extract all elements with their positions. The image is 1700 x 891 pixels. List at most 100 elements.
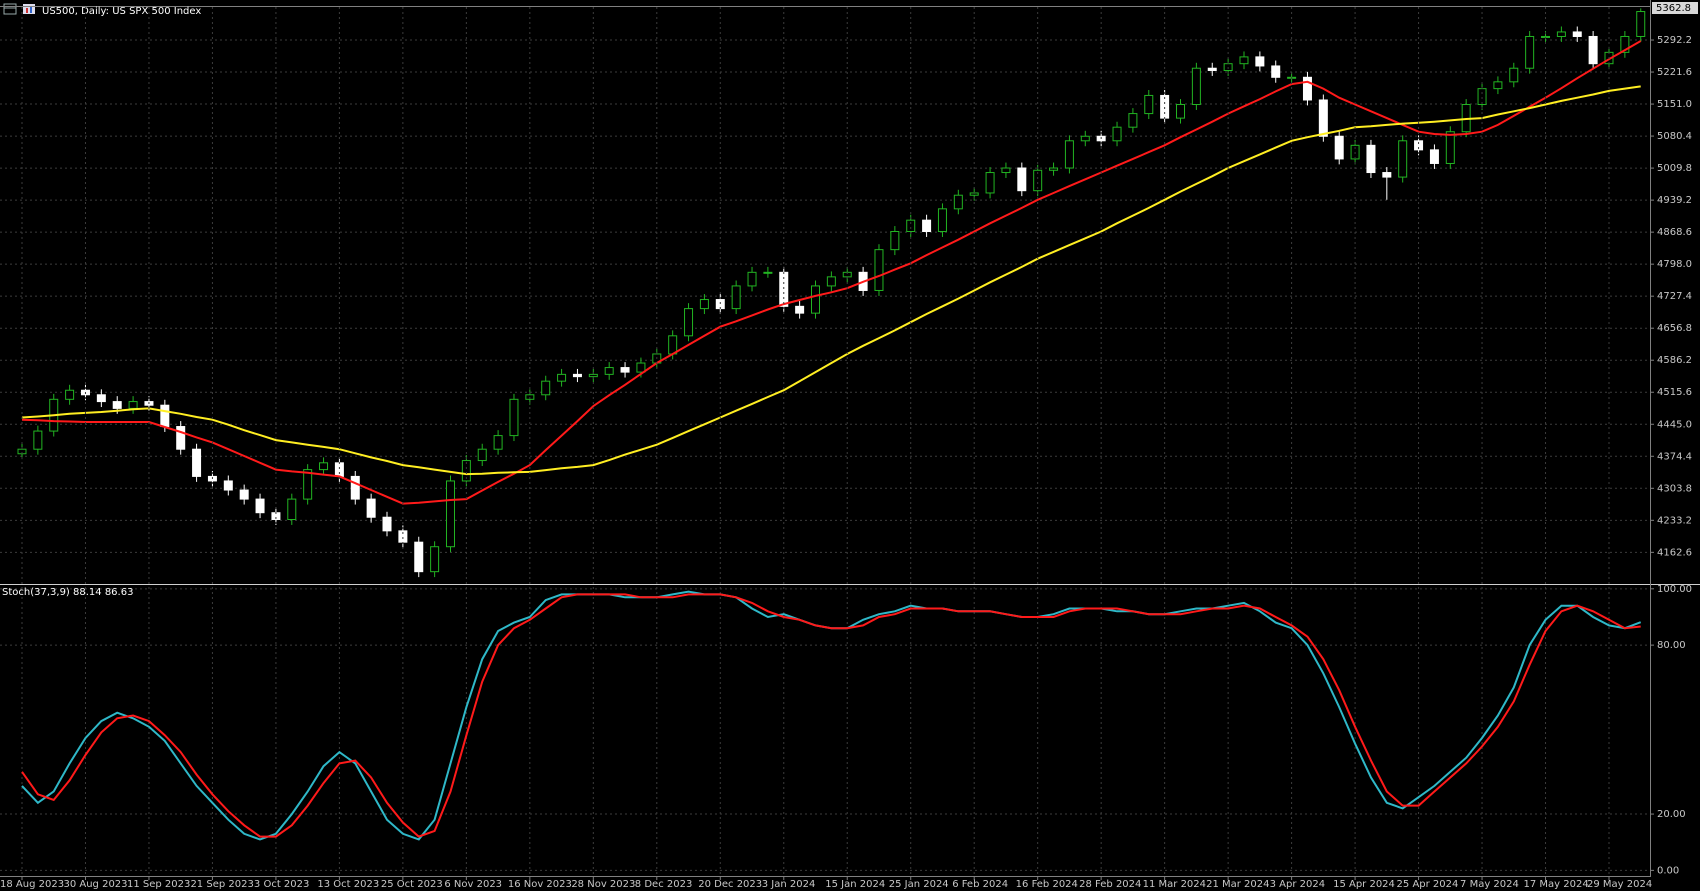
x-tick-label: 15 Apr 2024 bbox=[1333, 879, 1395, 890]
candle-body bbox=[763, 271, 773, 274]
candle-body bbox=[795, 305, 805, 314]
candle-body bbox=[493, 435, 503, 450]
x-tick-label: 13 Oct 2023 bbox=[317, 879, 379, 890]
candle-body bbox=[445, 480, 455, 548]
x-tick-label: 20 Dec 2023 bbox=[698, 879, 762, 890]
candle-body bbox=[890, 231, 900, 251]
candle-body bbox=[1017, 167, 1027, 192]
candle-body bbox=[1429, 149, 1439, 164]
candle-body bbox=[953, 194, 963, 210]
x-tick-label: 28 Nov 2023 bbox=[571, 879, 635, 890]
series-line bbox=[21, 593, 1641, 838]
candle-body bbox=[1366, 144, 1376, 174]
candle-body bbox=[1001, 167, 1011, 174]
pane-title: US500, Daily: US SPX 500 Index bbox=[42, 6, 201, 17]
x-tick-label: 11 Sep 2023 bbox=[127, 879, 190, 890]
y-tick-label: 100.00 bbox=[1657, 584, 1692, 595]
candle-body bbox=[747, 271, 757, 287]
candle-body bbox=[684, 308, 694, 337]
y-tick-label: 0.00 bbox=[1657, 865, 1679, 876]
candle-body bbox=[1049, 167, 1059, 171]
x-tick-label: 30 Aug 2023 bbox=[63, 879, 127, 890]
candle-body bbox=[620, 367, 630, 373]
candle-body bbox=[176, 426, 186, 450]
x-tick-label: 8 Dec 2023 bbox=[635, 879, 693, 890]
candle-body bbox=[1572, 31, 1582, 37]
candle-body bbox=[1588, 35, 1598, 65]
candle-body bbox=[557, 373, 567, 382]
candle-body bbox=[112, 401, 122, 409]
series-line bbox=[21, 85, 1641, 476]
candle-body bbox=[1064, 140, 1074, 169]
candle-body bbox=[668, 335, 678, 355]
candle-body bbox=[1112, 126, 1122, 142]
last-price-box bbox=[1652, 1, 1698, 14]
x-tick-label: 3 Jan 2024 bbox=[762, 879, 816, 890]
y-tick-label: 4727.4 bbox=[1657, 291, 1692, 302]
x-tick-label: 25 Apr 2024 bbox=[1397, 879, 1459, 890]
candle-body bbox=[572, 373, 582, 378]
y-tick-label: 4445.0 bbox=[1657, 419, 1692, 430]
candle-body bbox=[811, 285, 820, 314]
y-tick-label: 4586.2 bbox=[1657, 355, 1692, 366]
candle-body bbox=[1636, 11, 1646, 37]
candle-body bbox=[1445, 131, 1455, 164]
candle-body bbox=[1620, 35, 1630, 53]
candle-body bbox=[588, 373, 598, 378]
y-tick-label: 4656.8 bbox=[1657, 323, 1692, 334]
y-tick-label: 20.00 bbox=[1657, 809, 1686, 820]
x-tick-label: 15 Jan 2024 bbox=[825, 879, 885, 890]
candle-body bbox=[350, 475, 360, 500]
candle-body bbox=[1398, 140, 1408, 178]
candle-body bbox=[604, 367, 614, 375]
x-tick-label: 29 May 2024 bbox=[1587, 879, 1652, 890]
y-tick-label: 4303.8 bbox=[1657, 483, 1692, 494]
candle-body bbox=[1334, 135, 1344, 160]
candle-body bbox=[1239, 56, 1249, 65]
candle-body bbox=[826, 276, 836, 287]
y-tick-label: 4868.6 bbox=[1657, 227, 1692, 238]
candle-body bbox=[414, 541, 424, 573]
x-tick-label: 25 Oct 2023 bbox=[381, 879, 443, 890]
candle-body bbox=[636, 362, 646, 373]
x-tick-label: 25 Jan 2024 bbox=[889, 879, 949, 890]
candle-body bbox=[96, 394, 106, 403]
candle-body bbox=[33, 430, 43, 450]
candle-body bbox=[1176, 104, 1186, 119]
y-tick-label: 80.00 bbox=[1657, 640, 1686, 651]
candle-body bbox=[1509, 67, 1519, 83]
candle-body bbox=[922, 219, 932, 233]
candle-body bbox=[1525, 35, 1535, 69]
candle-body bbox=[239, 489, 249, 500]
candle-body bbox=[65, 389, 75, 400]
candle-body bbox=[509, 398, 519, 437]
candle-body bbox=[461, 460, 471, 482]
candle-body bbox=[303, 469, 313, 500]
x-tick-label: 28 Feb 2024 bbox=[1079, 879, 1141, 890]
x-tick-label: 6 Feb 2024 bbox=[952, 879, 1008, 890]
candle-body bbox=[1207, 67, 1217, 71]
candle-body bbox=[1271, 65, 1281, 78]
icon-chart bbox=[23, 4, 35, 14]
candle-body bbox=[985, 172, 995, 194]
x-tick-label: 21 Sep 2023 bbox=[190, 879, 253, 890]
y-tick-label: 5221.6 bbox=[1657, 67, 1692, 78]
y-tick-label: 4233.2 bbox=[1657, 515, 1692, 526]
x-tick-label: 7 May 2024 bbox=[1460, 879, 1519, 890]
candle-body bbox=[541, 380, 551, 396]
x-tick-label: 11 Mar 2024 bbox=[1143, 879, 1206, 890]
y-tick-label: 5009.8 bbox=[1657, 163, 1692, 174]
candle-body bbox=[1382, 172, 1392, 178]
x-tick-label: 3 Apr 2024 bbox=[1270, 879, 1325, 890]
candle-body bbox=[319, 462, 329, 471]
candle-body bbox=[160, 404, 170, 428]
candle-body bbox=[1318, 99, 1328, 137]
candle-body bbox=[1493, 81, 1503, 90]
y-tick-label: 4939.2 bbox=[1657, 195, 1692, 206]
candle-body bbox=[366, 498, 376, 518]
x-tick-label: 18 Aug 2023 bbox=[0, 879, 64, 890]
candle-body bbox=[430, 546, 440, 573]
candle-body bbox=[128, 401, 138, 409]
